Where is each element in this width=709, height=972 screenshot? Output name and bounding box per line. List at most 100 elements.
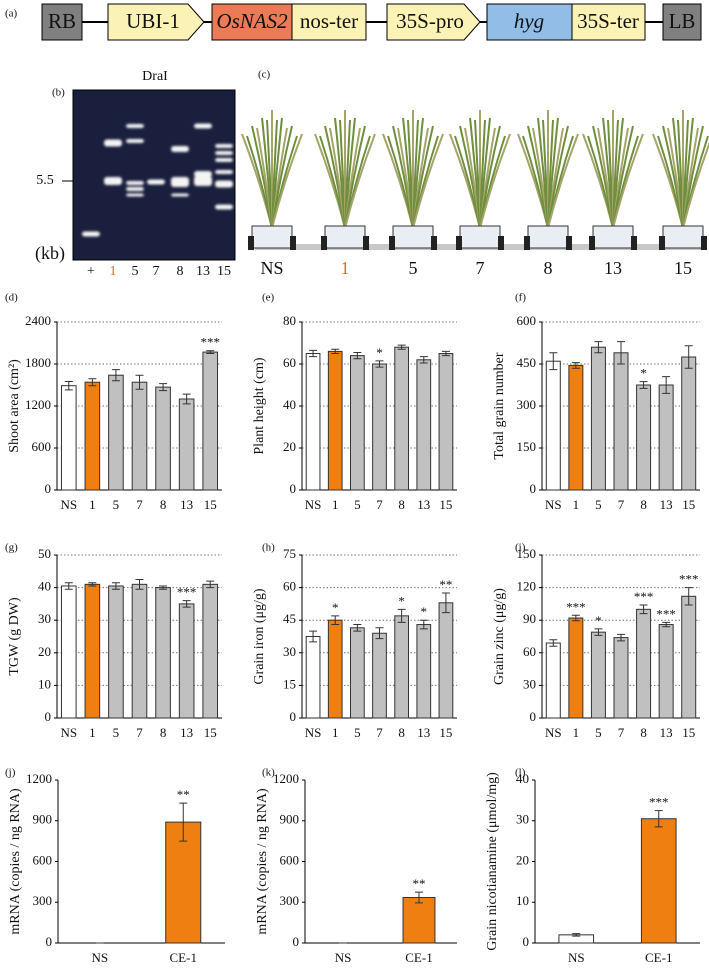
- bar: [108, 374, 124, 491]
- construct-label: 35S-pro: [396, 9, 464, 33]
- y-tick-label: 120: [517, 579, 537, 594]
- bar: [590, 346, 606, 491]
- bar: [108, 585, 124, 719]
- y-tick-label: 30: [38, 611, 51, 626]
- panel-label: (f): [515, 292, 526, 304]
- bar: [613, 352, 629, 491]
- y-tick-label: 20: [283, 439, 296, 454]
- lane-label: 5: [132, 264, 139, 279]
- bar: [155, 587, 171, 719]
- y-tick-label: 15: [283, 676, 296, 691]
- plant-stand: [524, 236, 530, 250]
- significance: *: [398, 593, 405, 608]
- plant-leaf: [547, 133, 579, 229]
- plant-leaf: [271, 133, 303, 229]
- y-tick-label: 0: [46, 934, 53, 949]
- error-bar: [309, 630, 318, 643]
- lane-label: 8: [177, 264, 184, 279]
- plant-label: 13: [604, 258, 622, 278]
- plant-stand: [290, 236, 296, 250]
- error-bar: [594, 341, 603, 354]
- x-tick-label: NS: [305, 725, 322, 740]
- y-tick-label: 30: [516, 812, 529, 827]
- y-tick-label: 1800: [25, 355, 51, 370]
- bar: [658, 384, 674, 491]
- bar: [178, 398, 195, 491]
- construct-box: [662, 3, 702, 41]
- error-bar: [182, 600, 191, 608]
- bar: [372, 632, 387, 719]
- bar: [84, 583, 101, 719]
- y-tick-label: 600: [32, 439, 52, 454]
- error-bar: [419, 356, 428, 364]
- gel-band: [215, 144, 233, 148]
- error-bar: [572, 933, 581, 937]
- significance: *: [640, 366, 647, 381]
- error-bar: [419, 619, 428, 630]
- y-tick-label: 300: [517, 397, 537, 412]
- bar: [165, 821, 202, 944]
- x-tick-label: 15: [204, 725, 217, 740]
- plant-leaf: [479, 133, 511, 229]
- bar: [305, 636, 321, 719]
- construct-box: [571, 3, 646, 41]
- lane-label: 1: [110, 264, 117, 279]
- x-tick-label: NS: [60, 725, 77, 740]
- bar: [640, 818, 677, 944]
- gel-band: [147, 179, 165, 185]
- x-tick-label: NS: [545, 725, 562, 740]
- significance: ***: [656, 606, 676, 621]
- plant-stand: [589, 236, 595, 250]
- gel-band: [215, 204, 233, 210]
- error-bar: [309, 349, 318, 358]
- significance: ***: [649, 795, 669, 810]
- y-tick-label: 150: [517, 546, 537, 561]
- error-bar: [662, 621, 671, 628]
- bar: [327, 619, 343, 719]
- panel-label: (h): [262, 542, 275, 554]
- error-bar: [617, 633, 625, 642]
- x-tick-label: 8: [160, 497, 167, 512]
- panel-label: (b): [52, 87, 65, 99]
- error-bar: [662, 376, 671, 394]
- bar: [305, 353, 321, 491]
- error-bar: [179, 802, 188, 842]
- y-tick-label: 0: [293, 934, 300, 949]
- error-bar: [111, 582, 120, 590]
- plant-label: 15: [674, 258, 692, 278]
- gel-band: [194, 171, 212, 177]
- lane-label: 13: [196, 264, 210, 279]
- bar: [60, 385, 77, 491]
- gel-band: [215, 170, 233, 174]
- bar: [394, 615, 410, 719]
- significance: *: [332, 600, 339, 615]
- error-bar: [88, 582, 97, 587]
- error-bar: [331, 615, 340, 626]
- y-tick-label: 60: [523, 644, 536, 659]
- x-tick-label: NS: [568, 950, 585, 965]
- panel-label: (a): [5, 8, 18, 20]
- plant-pot: [527, 225, 569, 249]
- plant-stand: [321, 236, 327, 250]
- y-tick-label: 0: [530, 709, 537, 724]
- y-tick-label: 30: [283, 644, 296, 659]
- bar: [613, 637, 629, 719]
- x-tick-label: 13: [180, 725, 193, 740]
- bar: [590, 631, 606, 719]
- error-bar: [88, 378, 97, 387]
- y-tick-label: 0: [523, 934, 530, 949]
- bar: [372, 363, 387, 491]
- x-tick-label: 1: [89, 725, 96, 740]
- construct-arrow: [107, 3, 205, 41]
- significance: **: [177, 787, 190, 802]
- y-tick-label: 40: [283, 397, 296, 412]
- plant-pot: [324, 225, 366, 249]
- error-bar: [375, 360, 384, 368]
- gel-band: [171, 193, 189, 197]
- plant-stand: [248, 236, 254, 250]
- plant-label: 1: [341, 258, 350, 278]
- lane-label: +: [87, 264, 95, 279]
- gel-band: [171, 177, 189, 187]
- significance: **: [439, 577, 452, 592]
